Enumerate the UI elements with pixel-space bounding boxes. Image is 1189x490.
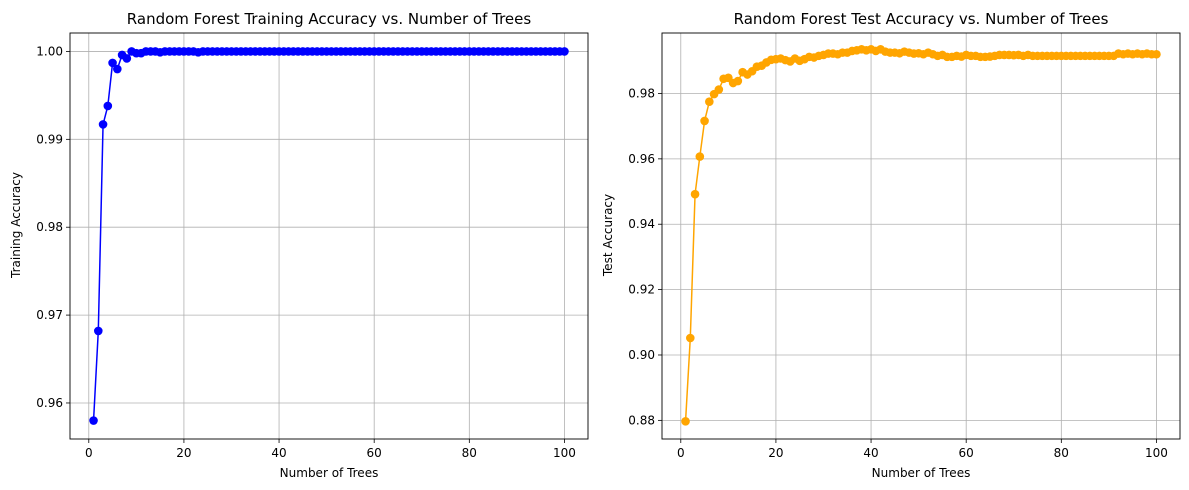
data-point	[103, 101, 113, 111]
test-accuracy-chart: Random Forest Test Accuracy vs. Number o…	[601, 10, 1181, 480]
data-point	[681, 417, 690, 426]
y-tick-label: 0.98	[628, 86, 655, 100]
grid	[662, 33, 1180, 439]
plot-area	[69, 32, 589, 440]
data-point	[733, 76, 743, 86]
x-tick-label: 20	[176, 446, 191, 460]
data-point	[714, 85, 724, 94]
data-point	[690, 189, 700, 199]
y-axis-label: Test Accuracy	[601, 194, 615, 277]
y-tick-label: 0.96	[36, 396, 63, 410]
x-tick-label: 0	[677, 446, 685, 460]
data-point	[705, 97, 714, 106]
y-tick-label: 0.96	[628, 152, 655, 166]
x-tick-label: 40	[863, 446, 878, 460]
y-tick-label: 0.97	[36, 308, 63, 322]
x-tick-label: 100	[1145, 446, 1168, 460]
x-tick-label: 100	[553, 446, 576, 460]
data-point	[686, 333, 695, 343]
data-point	[113, 64, 122, 74]
axis-ticks: 0 20 40 60 80 100 0.96 0.97 0.98 0.99 1.00	[36, 44, 576, 460]
data-point	[122, 54, 132, 63]
grid	[70, 33, 588, 439]
x-axis-label: Number of Trees	[280, 466, 379, 480]
data-point	[1152, 49, 1161, 59]
x-tick-label: 40	[271, 446, 286, 460]
data-point	[98, 120, 108, 129]
y-tick-label: 0.94	[628, 217, 655, 231]
data-point	[94, 326, 103, 336]
x-tick-label: 80	[1054, 446, 1069, 460]
data-point	[700, 116, 709, 126]
data-point	[695, 152, 705, 161]
plot-area	[661, 32, 1181, 440]
series-test-accuracy	[681, 45, 1161, 426]
data-point	[89, 416, 98, 425]
data-point	[560, 47, 569, 56]
y-axis-label: Training Accuracy	[9, 172, 23, 279]
y-tick-label: 0.98	[36, 220, 63, 234]
y-tick-label: 0.90	[628, 348, 655, 362]
series-line	[92, 50, 565, 421]
y-tick-label: 1.00	[36, 44, 63, 58]
x-tick-label: 60	[959, 446, 974, 460]
training-accuracy-chart: Random Forest Training Accuracy vs. Numb…	[9, 10, 589, 480]
data-point	[108, 58, 117, 68]
chart-title: Random Forest Training Accuracy vs. Numb…	[127, 10, 532, 28]
x-tick-label: 0	[85, 446, 93, 460]
axis-ticks: 0 20 40 60 80 100 0.88 0.90 0.92 0.94 0.96 0.98	[628, 86, 1168, 460]
x-axis-label: Number of Trees	[872, 466, 971, 480]
y-tick-label: 0.92	[628, 283, 655, 297]
y-tick-label: 0.99	[36, 132, 63, 146]
x-tick-label: 20	[768, 446, 783, 460]
y-tick-label: 0.88	[628, 413, 655, 427]
x-tick-label: 60	[367, 446, 382, 460]
x-tick-label: 80	[462, 446, 477, 460]
chart-title: Random Forest Test Accuracy vs. Number o…	[734, 10, 1109, 28]
series-line	[684, 48, 1157, 422]
series-training-accuracy	[89, 47, 569, 425]
